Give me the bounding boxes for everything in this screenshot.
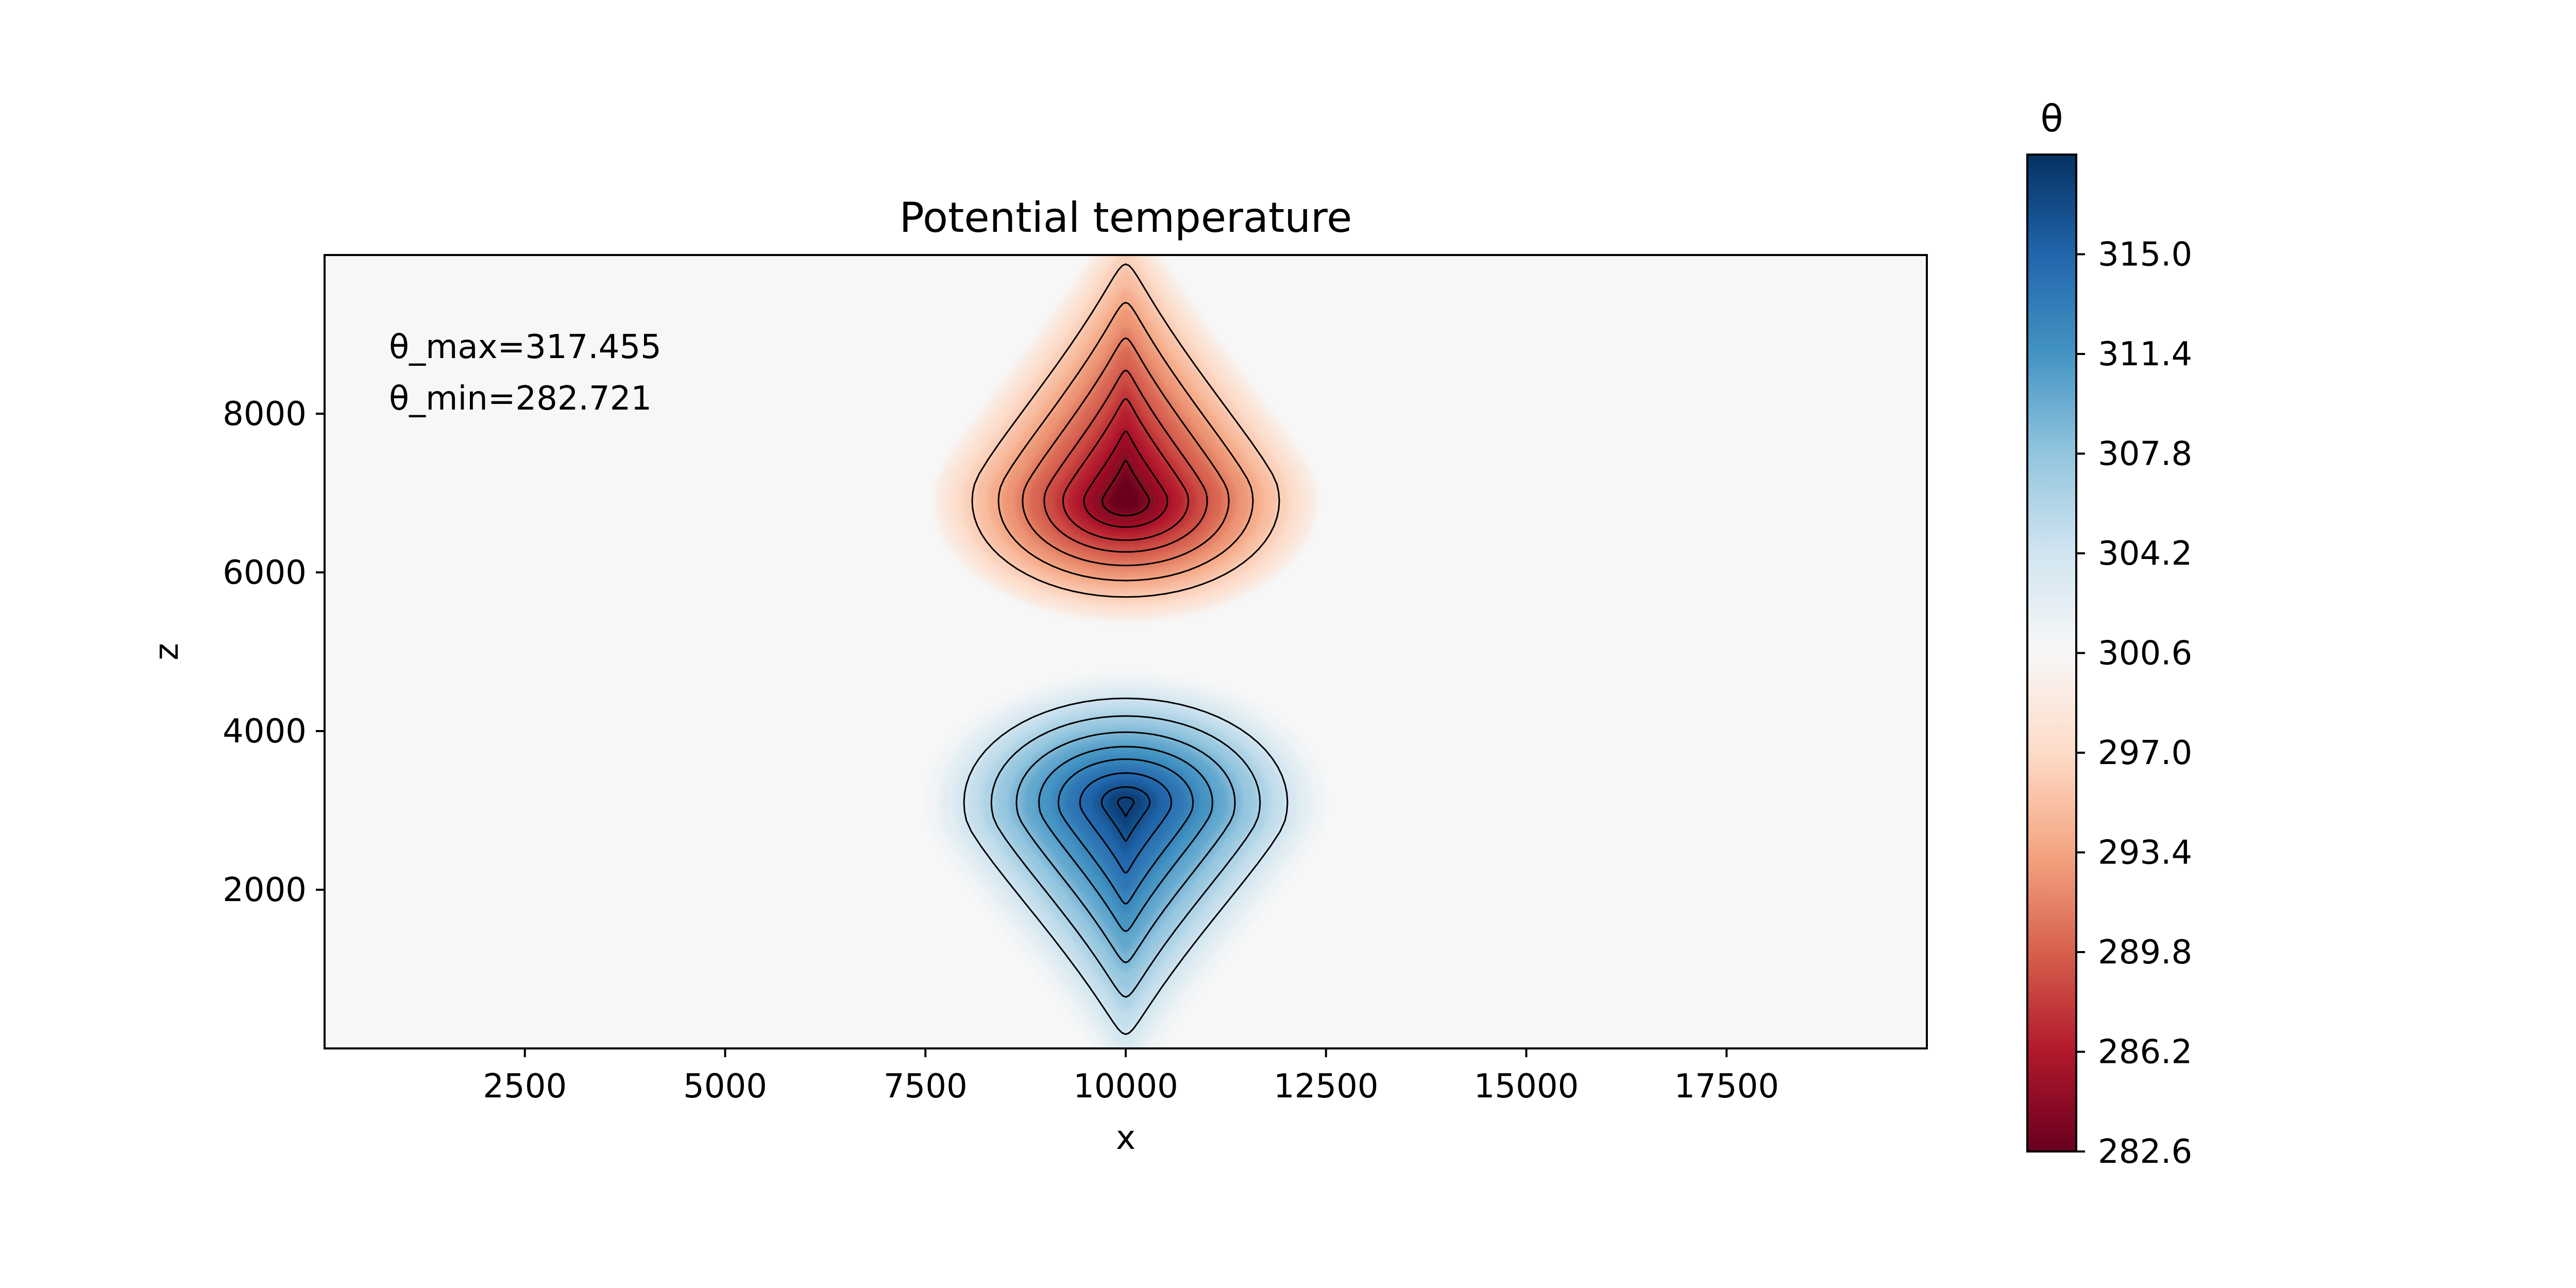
x-tick-label: 17500: [1674, 1067, 1779, 1106]
theta-max-annotation: θ_max=317.455: [389, 328, 662, 366]
cold-contour-line: [1101, 460, 1150, 517]
x-axis-ticks: 2500 5000 7500 10000 12500 15000 17500: [483, 1048, 1779, 1106]
warm-contour-line: [1100, 786, 1151, 842]
warm-contour-line: [1015, 731, 1236, 963]
warm-contour-line: [990, 715, 1261, 998]
colorbar-tick-label: 289.8: [2098, 934, 2192, 972]
x-tick-label: 5000: [683, 1067, 767, 1106]
colorbar-title: θ: [2040, 97, 2063, 140]
contour-lines: [963, 263, 1289, 1036]
x-tick-label: 7500: [884, 1067, 968, 1106]
y-axis-ticks: 2000 4000 6000 8000: [223, 395, 325, 909]
x-tick-label: 10000: [1073, 1067, 1178, 1106]
colorbar-tick-label: 286.2: [2098, 1033, 2192, 1072]
cold-contour-line: [1062, 398, 1190, 541]
warm-bubble-fill-band: [1107, 790, 1145, 833]
y-tick-label: 4000: [223, 713, 307, 751]
cold-contour-line: [1022, 337, 1230, 567]
warm-contour-line: [963, 697, 1289, 1036]
x-axis-label: x: [1116, 1119, 1136, 1157]
cold-contour-line: [1083, 430, 1168, 528]
cold-contour-line: [997, 301, 1254, 582]
theta-min-annotation: θ_min=282.721: [389, 380, 652, 418]
cold-contour-line: [1043, 369, 1208, 553]
warm-contour-line: [1038, 745, 1213, 933]
colorbar-tick-label: 300.6: [2098, 635, 2192, 673]
x-tick-label: 12500: [1274, 1067, 1379, 1106]
colorbar: [2026, 154, 2077, 1153]
warm-contour-line: [1116, 796, 1135, 818]
y-axis-label: z: [148, 643, 186, 660]
colorbar-tick-label: 315.0: [2098, 236, 2192, 274]
cold-bubble-fill-band: [1108, 469, 1144, 512]
chart-title: Potential temperature: [900, 194, 1352, 242]
x-tick-label: 2500: [483, 1067, 567, 1106]
colorbar-tick-label: 293.4: [2098, 834, 2192, 872]
y-tick-label: 2000: [223, 871, 307, 909]
y-tick-label: 8000: [223, 395, 307, 433]
colorbar-tick-label: 311.4: [2098, 335, 2192, 374]
colorbar-ticks: 282.6 286.2 289.8 293.4 297.0 300.6 304.2 307.8…: [2076, 236, 2192, 1171]
warm-contour-line: [1057, 758, 1194, 905]
colorbar-tick-label: 297.0: [2098, 734, 2192, 772]
colorbar-tick-label: 282.6: [2098, 1133, 2192, 1171]
colorbar-tick-label: 304.2: [2098, 535, 2192, 573]
warm-contour-line: [1079, 772, 1173, 874]
cold-contour-line: [971, 263, 1280, 598]
y-tick-label: 6000: [223, 554, 307, 592]
colorbar-tick-label: 307.8: [2098, 435, 2192, 473]
x-tick-label: 15000: [1474, 1067, 1579, 1106]
